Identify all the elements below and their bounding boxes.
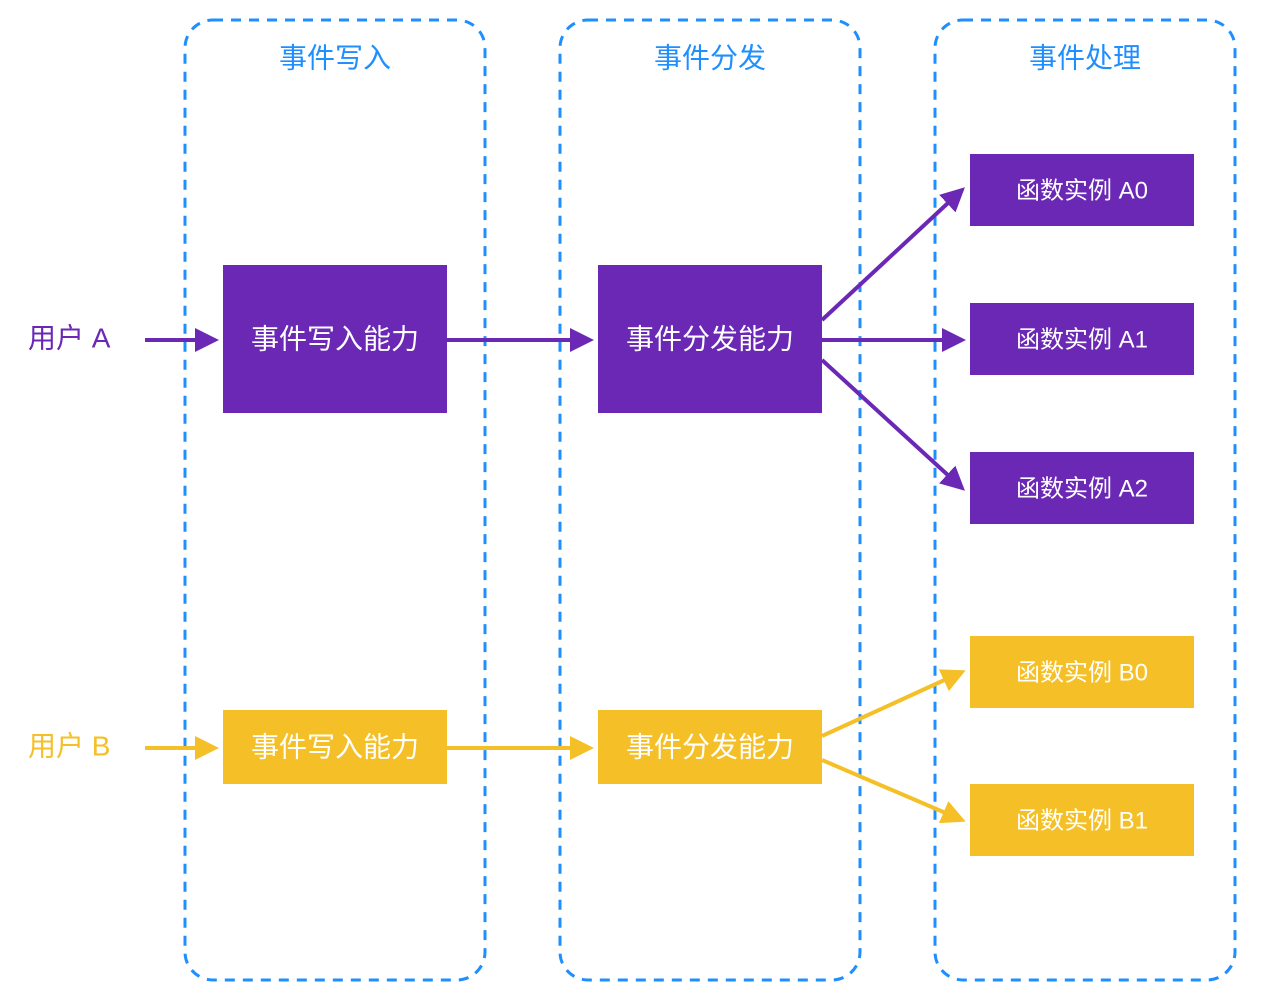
inst-b0-label: 函数实例 B0 [1016,659,1148,686]
col-process-title: 事件处理 [1029,42,1141,73]
dispatch-b-to-b1 [822,760,962,820]
inst-b1-label: 函数实例 B1 [1016,807,1148,834]
dispatch-a-to-a2 [822,360,962,488]
dispatch-a-to-a0 [822,190,962,320]
col-dispatch-title: 事件分发 [654,42,766,73]
user-a-label: 用户 A [28,322,111,353]
dispatch-b-label: 事件分发能力 [626,731,794,762]
dispatch-a-label: 事件分发能力 [626,323,794,354]
col-dispatch [560,20,860,980]
col-write [185,20,485,980]
col-write-title: 事件写入 [279,42,391,73]
dispatch-b-to-b0 [822,672,962,736]
write-b-label: 事件写入能力 [251,731,419,762]
write-a-label: 事件写入能力 [251,323,419,354]
inst-a1-label: 函数实例 A1 [1016,326,1148,353]
inst-a2-label: 函数实例 A2 [1016,475,1148,502]
inst-a0-label: 函数实例 A0 [1016,177,1148,204]
architecture-diagram: 事件写入事件分发事件处理用户 A用户 B事件写入能力事件分发能力函数实例 A0函… [0,0,1269,1001]
user-b-label: 用户 B [28,730,110,761]
